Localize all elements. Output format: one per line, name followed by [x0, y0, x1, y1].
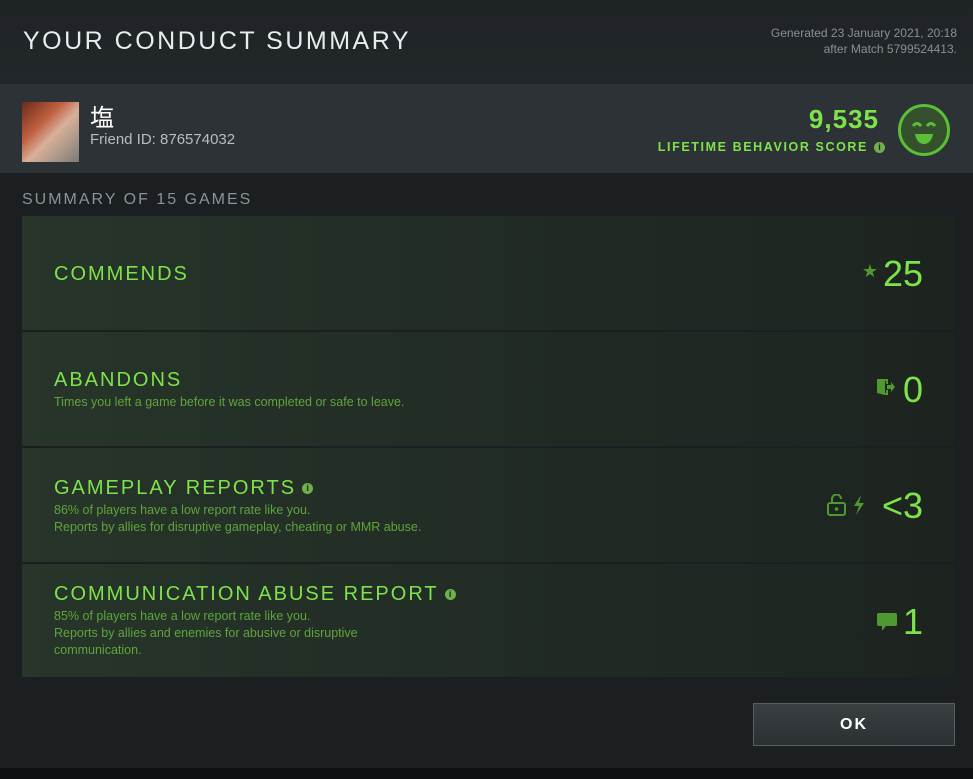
behavior-score-label: LIFETIME BEHAVIOR SCORE i — [658, 140, 885, 154]
row-title: COMMENDS — [54, 263, 189, 285]
generated-info: Generated 23 January 2021, 20:18 after M… — [771, 25, 957, 57]
commends-row: COMMENDS ★ 25 — [22, 216, 953, 330]
row-title-text: GAMEPLAY REPORTS — [54, 477, 297, 499]
row-value: <3 — [881, 485, 923, 526]
report-desc-cont: communication. — [54, 643, 142, 657]
friend-id: Friend ID: 876574032 — [90, 131, 236, 148]
avatar — [22, 102, 79, 162]
player-name: 塩 — [90, 105, 114, 132]
lock-lightning-icon — [827, 493, 871, 521]
header: YOUR CONDUCT SUMMARY Generated 23 Januar… — [0, 0, 973, 84]
info-icon[interactable]: i — [874, 142, 885, 154]
row-desc: 86% of players have a low report rate li… — [54, 502, 421, 536]
report-desc: Reports by allies for disruptive gamepla… — [54, 520, 422, 534]
info-icon[interactable]: i — [302, 483, 314, 495]
profile-band: 塩 Friend ID: 876574032 9,535 LIFETIME BE… — [0, 84, 973, 173]
smile-face-icon — [898, 104, 950, 156]
row-desc: Times you left a game before it was comp… — [54, 395, 405, 409]
report-rate: 86% of players have a low report rate li… — [54, 503, 311, 517]
info-icon[interactable]: i — [444, 589, 456, 601]
communication-abuse-row: COMMUNICATION ABUSE REPORT i 85% of playe… — [22, 564, 953, 677]
row-title: ABANDONS — [54, 369, 183, 391]
row-value: 0 — [902, 369, 923, 410]
row-value: 25 — [882, 253, 923, 294]
report-desc: Reports by allies and enemies for abusiv… — [54, 626, 358, 640]
star-thumb-icon: ★ — [861, 261, 878, 281]
row-title: GAMEPLAY REPORTS i — [54, 477, 314, 500]
row-desc: 85% of players have a low report rate li… — [54, 608, 358, 659]
report-rate: 85% of players have a low report rate li… — [54, 609, 311, 623]
row-title: COMMUNICATION ABUSE REPORT i — [54, 583, 456, 606]
gameplay-reports-row: GAMEPLAY REPORTS i 86% of players have a … — [22, 448, 953, 562]
row-value: 1 — [902, 601, 923, 642]
ok-button[interactable]: OK — [753, 703, 955, 746]
score-label-text: LIFETIME BEHAVIOR SCORE — [657, 140, 868, 154]
bottom-bar — [0, 768, 973, 779]
page-title: YOUR CONDUCT SUMMARY — [23, 27, 411, 55]
door-exit-icon — [875, 377, 895, 402]
chat-bubble-icon — [876, 611, 898, 638]
match-id: after Match 5799524413. — [823, 42, 957, 56]
row-title-text: COMMUNICATION ABUSE REPORT — [54, 583, 439, 605]
summary-label: SUMMARY OF 15 GAMES — [22, 191, 253, 208]
abandons-row: ABANDONS Times you left a game before it… — [22, 332, 953, 446]
generated-date: Generated 23 January 2021, 20:18 — [770, 26, 957, 40]
behavior-score: 9,535 — [808, 104, 879, 134]
